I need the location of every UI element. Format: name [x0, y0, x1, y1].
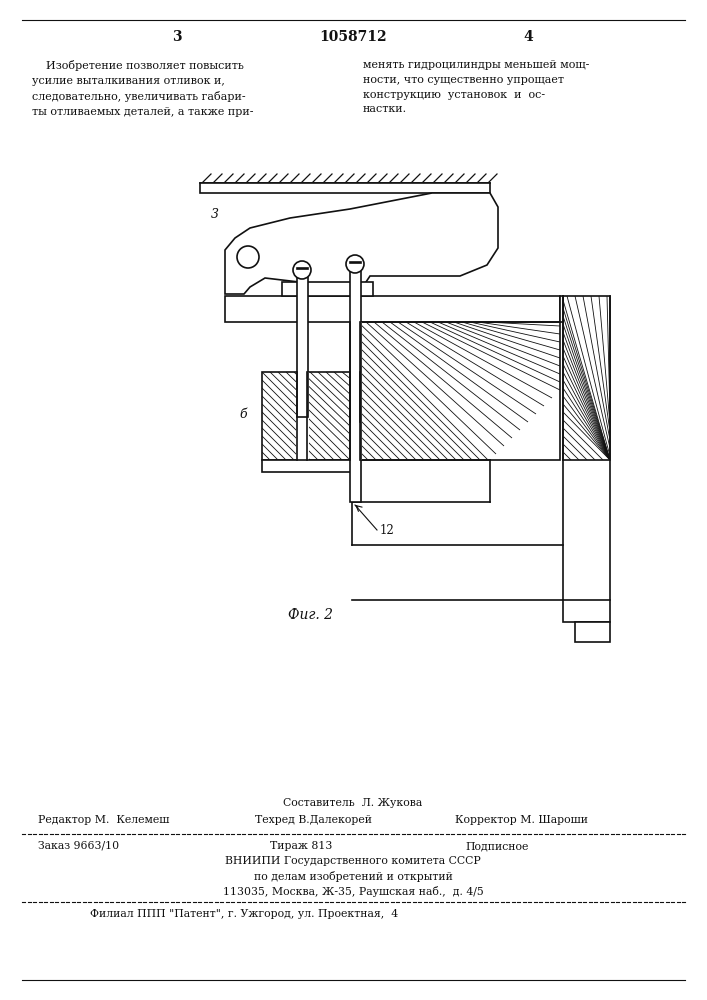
Text: Заказ 9663/10: Заказ 9663/10: [38, 841, 119, 851]
Polygon shape: [225, 193, 498, 294]
Circle shape: [293, 261, 311, 279]
Bar: [297, 268, 308, 269]
Text: 3: 3: [173, 30, 182, 44]
Text: 3: 3: [211, 209, 219, 222]
Bar: [225, 296, 560, 322]
Bar: [350, 262, 361, 263]
Bar: [349, 372, 362, 422]
Text: по делам изобретений и открытий: по делам изобретений и открытий: [254, 871, 452, 882]
Text: ВНИИПИ Государственного комитета СССР: ВНИИПИ Государственного комитета СССР: [225, 856, 481, 866]
Text: 4: 4: [523, 30, 533, 44]
Bar: [282, 282, 373, 296]
Text: 1058712: 1058712: [319, 30, 387, 44]
Text: Редактор М.  Келемеш: Редактор М. Келемеш: [38, 815, 170, 825]
Text: Фиг. 2: Фиг. 2: [288, 608, 332, 622]
Text: б: б: [239, 408, 247, 422]
Bar: [575, 622, 610, 642]
Text: Техред В.Далекорей: Техред В.Далекорей: [255, 815, 372, 825]
Bar: [350, 265, 361, 502]
Bar: [297, 271, 308, 417]
Text: 113035, Москва, Ж-35, Раушская наб.,  д. 4/5: 113035, Москва, Ж-35, Раушская наб., д. …: [223, 886, 484, 897]
Text: Подписное: Подписное: [465, 841, 528, 851]
Bar: [200, 183, 490, 193]
Text: Составитель  Л. Жукова: Составитель Л. Жукова: [284, 798, 423, 808]
Circle shape: [346, 255, 364, 273]
Bar: [296, 372, 309, 460]
Text: Корректор М. Шароши: Корректор М. Шароши: [455, 815, 588, 825]
Bar: [563, 600, 610, 622]
Text: 12: 12: [380, 524, 395, 536]
Text: Филиал ППП "Патент", г. Ужгород, ул. Проектная,  4: Филиал ППП "Патент", г. Ужгород, ул. Про…: [90, 909, 398, 919]
Text: Тираж 813: Тираж 813: [270, 841, 332, 851]
Text: Изобретение позволяет повысить
усилие выталкивания отливок и,
следовательно, уве: Изобретение позволяет повысить усилие вы…: [32, 60, 254, 117]
Bar: [262, 460, 352, 472]
Bar: [560, 296, 563, 322]
Text: менять гидроцилиндры меньшей мощ-
ности, что существенно упрощает
конструкцию  у: менять гидроцилиндры меньшей мощ- ности,…: [363, 60, 590, 114]
Bar: [349, 322, 362, 460]
Circle shape: [237, 246, 259, 268]
